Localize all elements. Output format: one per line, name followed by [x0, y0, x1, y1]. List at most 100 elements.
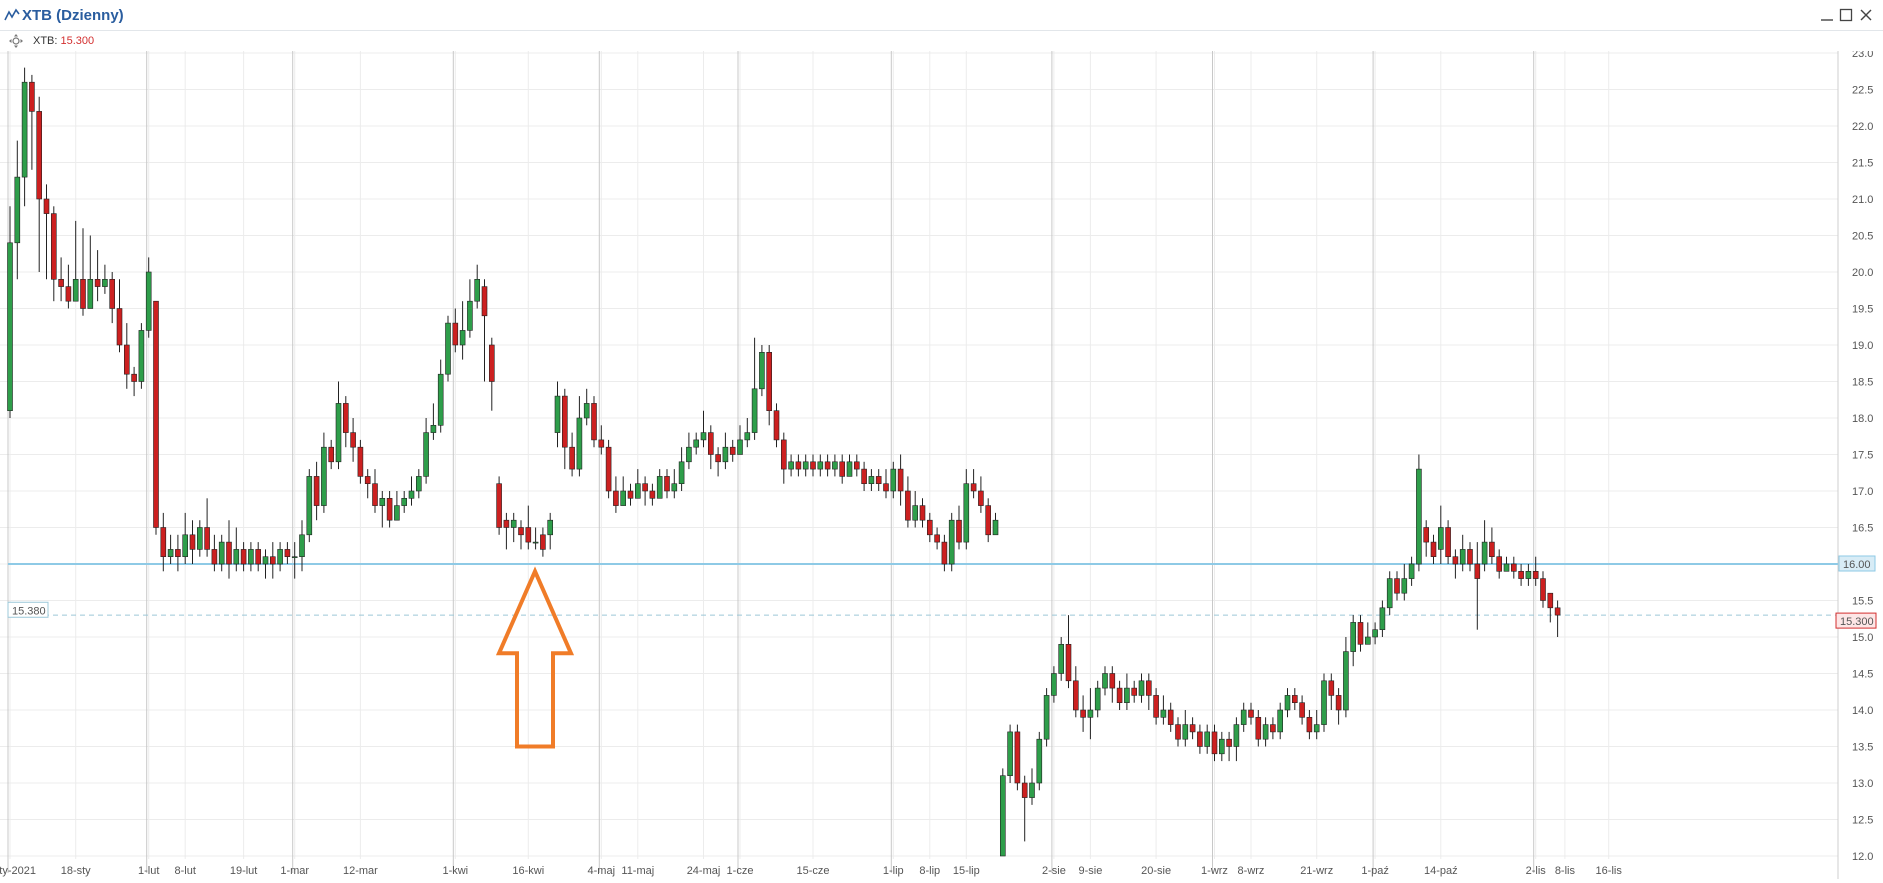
candle [926, 512, 933, 543]
candle [883, 469, 889, 499]
candle-body [1102, 673, 1108, 689]
y-tick-label: 15.5 [1852, 596, 1873, 608]
candle-body [1452, 556, 1459, 565]
candle [306, 469, 313, 543]
candle-body [1467, 549, 1473, 565]
candle [1029, 768, 1035, 805]
candle [503, 512, 510, 550]
candle [1204, 724, 1210, 754]
candle-body [963, 483, 970, 543]
y-tick-label: 20.0 [1852, 267, 1873, 279]
candle [1408, 556, 1415, 586]
candle-body [65, 286, 72, 302]
candle [240, 542, 247, 572]
candle-body [1094, 687, 1101, 711]
candle [277, 542, 283, 572]
date-axis: 4-sty-2021 18-sty 1-lut 8-lut 19-lut 1-mar 12-… [0, 865, 1622, 877]
candle [707, 425, 714, 470]
x-tick-label: 8-lut [174, 865, 195, 877]
candle [868, 469, 875, 491]
candle-body [890, 468, 897, 492]
candle [1036, 731, 1043, 791]
candle [1138, 673, 1145, 703]
symbol-label: XTB: [33, 35, 58, 47]
candle [72, 220, 79, 302]
candle-body [693, 439, 700, 448]
candle [1423, 520, 1429, 557]
candle [321, 432, 327, 513]
candle [1262, 717, 1269, 747]
candle [299, 520, 305, 572]
candle [1452, 549, 1459, 579]
minimize-icon[interactable] [1818, 6, 1836, 24]
candle [138, 323, 145, 389]
candle-body [664, 476, 670, 492]
annotation-arrow[interactable] [495, 566, 575, 749]
candle-body [1416, 468, 1422, 565]
candle-body [1255, 716, 1262, 740]
candle [50, 206, 57, 302]
x-tick-label: 21-wrz [1300, 865, 1333, 877]
x-tick-label: 1-paź [1361, 865, 1389, 877]
candle [613, 476, 619, 513]
candle-body [905, 490, 911, 521]
candle [401, 491, 408, 513]
y-tick-label: 19.0 [1852, 340, 1873, 352]
candle [518, 520, 524, 550]
candle [905, 476, 911, 528]
candle-body [934, 534, 940, 543]
candle-body [795, 461, 802, 470]
info-bar: XTB: 15.300 [0, 31, 1840, 51]
y-tick-label: 14.0 [1852, 705, 1873, 717]
candle [890, 461, 897, 499]
candle-body [591, 403, 597, 441]
candle-body [1153, 695, 1159, 718]
candle-body [299, 534, 305, 557]
candle-body [1043, 695, 1050, 740]
candle [744, 418, 751, 448]
candle-body [1481, 541, 1488, 565]
crosshair-move-icon[interactable] [8, 33, 24, 49]
candle-body [1532, 570, 1539, 579]
candle-body [649, 490, 656, 499]
candle [634, 469, 641, 499]
candle [80, 228, 86, 316]
candle [1365, 622, 1371, 645]
candlestick-chart[interactable]: 12.012.513.013.514.014.515.015.516.016.5… [0, 51, 1883, 883]
candle-body [1365, 636, 1371, 645]
candle-body [116, 308, 123, 346]
candle [43, 184, 50, 280]
candle-body [561, 395, 568, 448]
candle-body [350, 432, 356, 448]
y-tick-label: 22.5 [1852, 85, 1873, 97]
candle [1438, 505, 1444, 564]
candle [671, 469, 678, 499]
candle [948, 512, 955, 572]
close-icon[interactable] [1857, 6, 1875, 24]
candle-body [160, 527, 167, 558]
candle-body [211, 549, 218, 565]
candle-body [1306, 716, 1313, 733]
maximize-icon[interactable] [1837, 6, 1855, 24]
candle [1014, 724, 1021, 791]
candle [21, 67, 28, 207]
candle [1080, 695, 1086, 732]
y-tick-label: 13.0 [1852, 778, 1873, 790]
candle-body [1401, 578, 1408, 594]
candle-body [1036, 738, 1043, 784]
x-tick-label: 15-lip [953, 865, 980, 877]
candle-body [240, 549, 247, 565]
support-line-label: 16.00 [1843, 559, 1871, 571]
candle-body [226, 541, 232, 565]
candle-body [1116, 687, 1123, 703]
candle-body [1124, 687, 1130, 703]
candle-body [992, 519, 999, 536]
candle [437, 359, 444, 433]
candle-body [496, 483, 502, 528]
candle-body [598, 439, 605, 448]
candle [1540, 571, 1546, 608]
candle [1328, 673, 1335, 710]
candle-body [547, 519, 554, 536]
candle-body [788, 461, 794, 470]
candle [1292, 688, 1298, 710]
